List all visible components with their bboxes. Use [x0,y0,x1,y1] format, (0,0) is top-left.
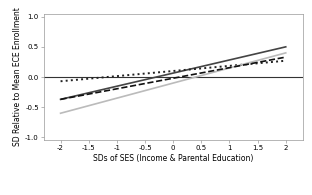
Y-axis label: SD Relative to Mean ECE Enrollment: SD Relative to Mean ECE Enrollment [13,8,22,146]
X-axis label: SDs of SES (Income & Parental Education): SDs of SES (Income & Parental Education) [93,154,253,163]
